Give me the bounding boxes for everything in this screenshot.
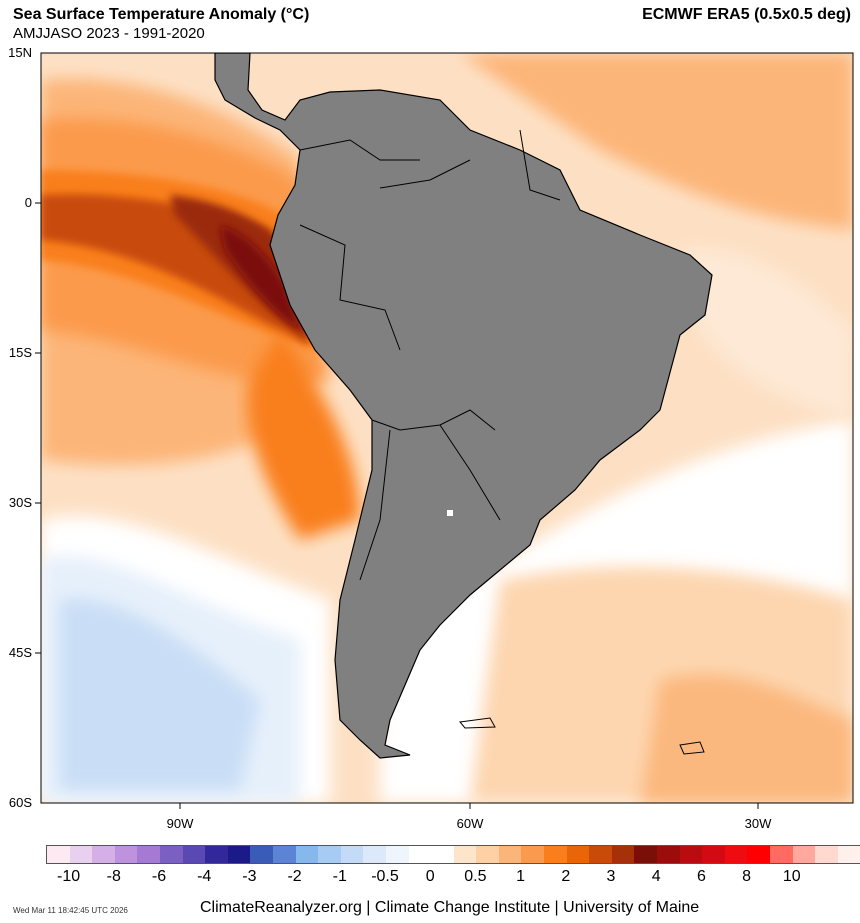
footer-credit: ClimateReanalyzer.org | Climate Change I…: [200, 899, 700, 916]
lat-label-15n: 15N: [8, 45, 32, 60]
colorbar-swatch: [634, 846, 658, 863]
colorbar-swatch: [815, 846, 838, 863]
colorbar-swatch: [611, 846, 635, 863]
colorbar-swatch: [770, 846, 793, 863]
lon-label-30w: 30W: [744, 816, 772, 831]
map-title: Sea Surface Temperature Anomaly (°C): [13, 6, 310, 23]
colorbar-tick-label: 6: [696, 868, 706, 885]
colorbar-tick-label: 4: [651, 868, 661, 885]
colorbar-swatch: [295, 846, 319, 863]
colorbar-swatch: [544, 846, 567, 863]
colorbar-swatch: [589, 846, 612, 863]
lat-label-15s: 15S: [8, 345, 32, 360]
colorbar: [46, 845, 860, 864]
colorbar-swatch: [318, 846, 341, 863]
colorbar-swatch: [69, 846, 93, 863]
lon-label-60w: 60W: [456, 816, 484, 831]
map-frame: [40, 52, 854, 804]
colorbar-swatch: [385, 846, 409, 863]
colorbar-swatch: [453, 846, 477, 863]
land-south-america: [214, 53, 713, 759]
colorbar-swatch: [702, 846, 725, 863]
colorbar-swatch: [47, 846, 70, 863]
colorbar-swatch: [724, 846, 748, 863]
colorbar-swatch: [92, 846, 115, 863]
data-source: ECMWF ERA5 (0.5x0.5 deg): [642, 6, 851, 23]
colorbar-tick-label: 0: [425, 868, 435, 885]
colorbar-swatch: [498, 846, 522, 863]
colorbar-tick-label: -0.5: [371, 868, 399, 885]
timestamp: Wed Mar 11 18:42:45 UTC 2026: [13, 906, 128, 915]
colorbar-tick-label: 0.5: [464, 868, 487, 885]
colorbar-swatch: [114, 846, 138, 863]
colorbar-tick-label: 8: [742, 868, 752, 885]
lat-label-60s: 60S: [8, 795, 32, 810]
colorbar-swatch: [431, 846, 454, 863]
colorbar-tick-label: -8: [106, 868, 121, 885]
colorbar-swatch: [363, 846, 386, 863]
colorbar-swatch: [837, 846, 860, 863]
colorbar-swatch: [272, 846, 296, 863]
colorbar-swatch: [747, 846, 770, 863]
colorbar-swatch: [205, 846, 228, 863]
colorbar-swatch: [227, 846, 251, 863]
lon-label-90w: 90W: [166, 816, 194, 831]
colorbar-swatch: [792, 846, 816, 863]
colorbar-tick-label: 2: [561, 868, 571, 885]
colorbar-swatch: [340, 846, 364, 863]
colorbar-tick-label: 1: [516, 868, 526, 885]
colorbar-tick-label: 3: [606, 868, 616, 885]
lat-label-30s: 30S: [8, 495, 32, 510]
colorbar-swatch: [250, 846, 273, 863]
map-subtitle: AMJJASO 2023 - 1991-2020: [13, 25, 205, 42]
colorbar-swatch: [137, 846, 160, 863]
colorbar-swatch: [679, 846, 703, 863]
lat-label-0: 0: [24, 195, 32, 210]
colorbar-tick-label: 10: [782, 868, 801, 885]
colorbar-tick-label: -1: [332, 868, 347, 885]
colorbar-swatch: [566, 846, 590, 863]
colorbar-tick-label: -3: [242, 868, 257, 885]
lat-label-45s: 45S: [8, 645, 32, 660]
colorbar-swatch: [476, 846, 499, 863]
colorbar-swatch: [657, 846, 680, 863]
colorbar-tick-label: -4: [197, 868, 212, 885]
colorbar-swatch: [182, 846, 206, 863]
map-field: [41, 53, 853, 803]
colorbar-tick-label: -6: [151, 868, 167, 885]
colorbar-tick-label: -10: [57, 868, 81, 885]
colorbar-swatch: [408, 846, 432, 863]
colorbar-tick-label: -2: [287, 868, 302, 885]
country-borders: [299, 129, 561, 581]
colorbar-swatch: [521, 846, 545, 863]
colorbar-swatch: [159, 846, 183, 863]
